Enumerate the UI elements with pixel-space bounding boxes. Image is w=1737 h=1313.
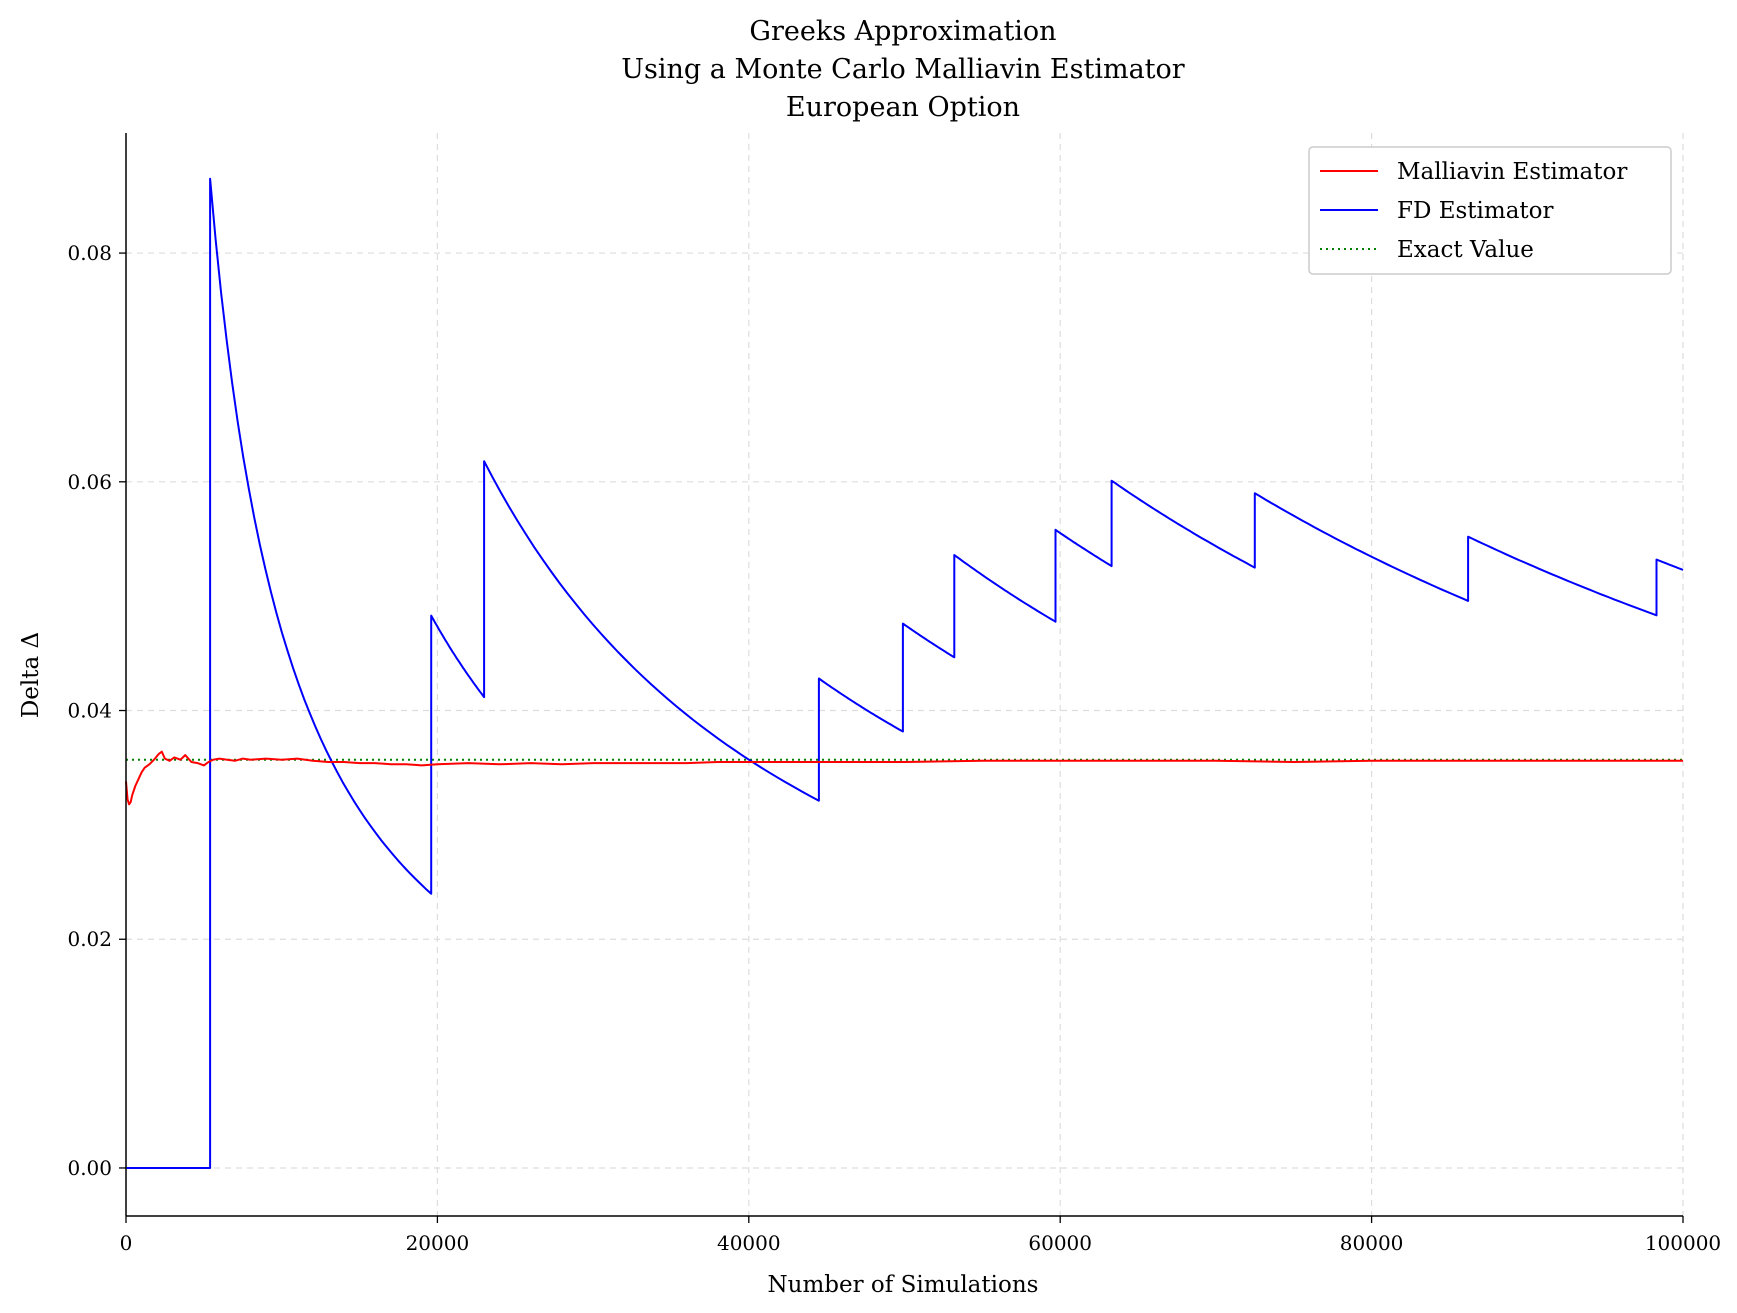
legend-label-fd: FD Estimator [1397, 198, 1554, 224]
series-line-malliavin-estimator [125, 750, 1683, 806]
y-tick-label: 0.02 [67, 927, 112, 951]
chart-title: Greeks Approximation Using a Monte Carlo… [621, 16, 1184, 123]
y-tick-label: 0.08 [67, 241, 112, 265]
legend-label-exact: Exact Value [1397, 237, 1534, 263]
y-tick-label: 0.00 [67, 1156, 112, 1180]
x-tick-label: 0 [120, 1231, 133, 1255]
y-axis-ticks: 0.00 0.02 0.04 0.06 0.08 [67, 241, 126, 1180]
y-tick-label: 0.06 [67, 470, 112, 494]
legend-label-malliavin: Malliavin Estimator [1397, 159, 1627, 185]
legend: Malliavin Estimator FD Estimator Exact V… [1308, 146, 1672, 275]
x-tick-label: 100000 [1645, 1231, 1721, 1255]
series-line-fd-estimator [126, 177, 1684, 1169]
x-tick-label: 60000 [1028, 1231, 1092, 1255]
chart-title-line-3: European Option [786, 92, 1020, 123]
y-axis-label: Delta Δ [18, 632, 44, 718]
x-axis-label: Number of Simulations [768, 1272, 1039, 1298]
x-tick-label: 20000 [406, 1231, 470, 1255]
y-tick-label: 0.04 [67, 699, 112, 723]
grid-lines [126, 133, 1684, 1216]
chart-title-line-1: Greeks Approximation [749, 16, 1056, 47]
x-tick-label: 80000 [1340, 1231, 1404, 1255]
x-axis-ticks: 0 20000 40000 60000 80000 100000 [120, 1216, 1721, 1255]
plot-area [125, 177, 1684, 1169]
legend-frame [1308, 146, 1672, 275]
chart-title-line-2: Using a Monte Carlo Malliavin Estimator [621, 54, 1184, 85]
x-tick-label: 40000 [717, 1231, 781, 1255]
